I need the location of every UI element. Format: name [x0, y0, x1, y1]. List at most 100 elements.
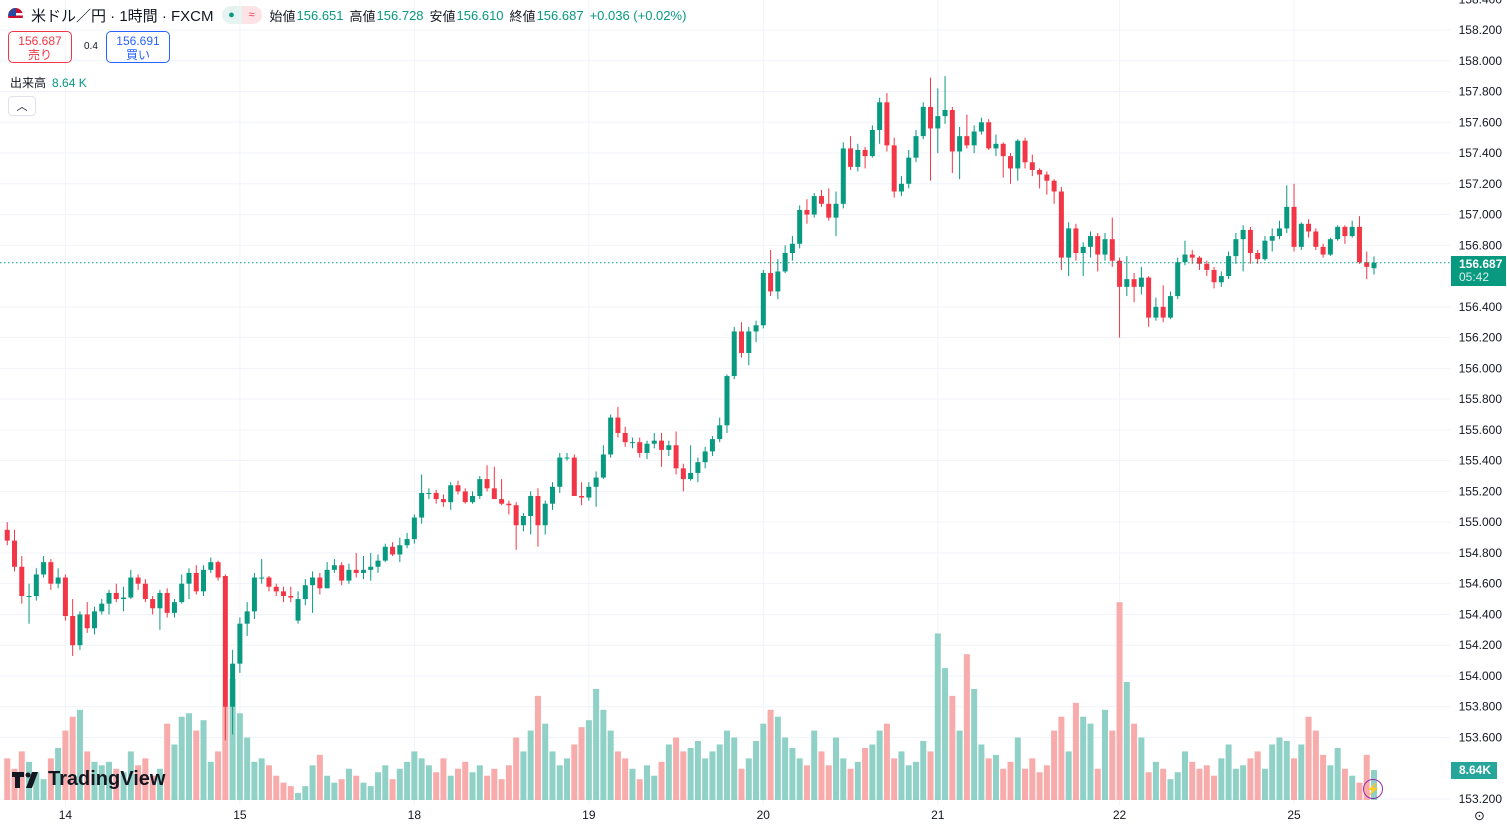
candle	[1117, 257, 1123, 338]
candle	[608, 414, 614, 458]
candle	[768, 249, 774, 297]
volume-bar	[629, 768, 636, 800]
volume-bar	[578, 727, 585, 800]
candle	[339, 562, 345, 586]
price-tick-label: 157.200	[1459, 177, 1503, 191]
volume-bar	[1225, 744, 1232, 800]
volume-bar	[200, 720, 207, 800]
price-tick-label: 157.600	[1459, 115, 1503, 129]
candle	[390, 542, 396, 556]
candle	[1015, 139, 1021, 181]
candle	[1008, 153, 1013, 184]
volume-bar	[658, 761, 665, 800]
time-tick-label: 18	[408, 808, 422, 822]
volume-bar	[1043, 765, 1050, 800]
candle-body	[797, 209, 803, 244]
volume-bar	[389, 779, 396, 800]
volume-bar	[782, 737, 789, 800]
candle-body	[164, 592, 170, 613]
candle-body	[470, 496, 476, 503]
volume-bar	[556, 765, 563, 800]
candle	[266, 575, 272, 592]
candle-body	[375, 560, 381, 567]
candle-body	[84, 614, 90, 629]
candle	[455, 480, 461, 495]
candle-body	[499, 499, 505, 504]
volume-bar	[912, 761, 919, 800]
sell-button[interactable]: 156.687 売り	[8, 31, 72, 63]
price-axis[interactable]: 158.400 158.200 158.000 157.800 157.600 157.4…	[1459, 0, 1503, 806]
candle	[884, 93, 890, 152]
price-tick-label: 154.600	[1459, 577, 1503, 591]
candle	[477, 476, 483, 500]
candle	[920, 102, 926, 140]
volume-bar	[55, 747, 62, 800]
settings-icon[interactable]: ⊙	[1474, 808, 1485, 823]
candle	[513, 502, 519, 550]
volume-bar	[833, 737, 840, 800]
volume-bar	[898, 751, 905, 800]
candle-body	[680, 468, 686, 480]
volume-bar	[404, 761, 411, 800]
candle-body	[1255, 253, 1261, 260]
volume-bar	[1276, 737, 1283, 800]
candle-body	[666, 445, 672, 450]
candle	[702, 446, 708, 469]
candle	[826, 188, 832, 221]
candle	[1269, 228, 1275, 252]
candle-body	[826, 203, 832, 218]
market-status[interactable]: ● ≈	[221, 6, 262, 24]
volume-bar	[753, 741, 760, 800]
candles	[4, 76, 1377, 741]
price-tick-label: 158.400	[1459, 0, 1503, 6]
candle-body	[1342, 226, 1348, 237]
candle-body	[128, 577, 134, 598]
candle-body	[1320, 246, 1326, 255]
candle	[797, 205, 803, 249]
candle	[833, 191, 839, 237]
volume-bar	[549, 751, 556, 800]
price-tick-label: 156.000	[1459, 361, 1503, 375]
lightning-icon[interactable]: ⚡	[1363, 779, 1383, 799]
candle	[1182, 240, 1188, 266]
volume-bar	[295, 793, 302, 800]
volume-bar	[636, 779, 643, 800]
volume-bar	[513, 737, 520, 800]
volume-bar	[1087, 723, 1094, 800]
candle-body	[789, 243, 795, 254]
price-tick-label: 156.200	[1459, 331, 1503, 345]
collapse-legend-button[interactable]: ︿	[8, 96, 36, 116]
candle-body	[360, 569, 366, 573]
volume-bar	[1269, 744, 1276, 800]
candle	[1247, 226, 1253, 264]
candle	[404, 532, 410, 549]
tradingview-logo[interactable]: TradingView	[12, 768, 165, 791]
candle	[346, 563, 352, 584]
candle-body	[659, 440, 665, 450]
buy-button[interactable]: 156.691 買い	[106, 31, 170, 63]
candle-body	[637, 442, 643, 453]
volume-bar	[69, 716, 76, 800]
candle	[775, 259, 781, 300]
volume-bar	[265, 765, 272, 800]
volume-bar	[1341, 768, 1348, 800]
candle	[1197, 256, 1203, 270]
time-axis[interactable]: 14 15 18 19 20 21 22 25	[59, 808, 1301, 822]
open-value: 156.651	[296, 7, 344, 23]
volume-legend[interactable]: 出来高 8.64 K	[10, 74, 87, 91]
volume-bar	[709, 751, 716, 800]
volume-bar	[251, 761, 258, 800]
price-tick-label: 156.800	[1459, 238, 1503, 252]
candle-body	[688, 472, 694, 480]
chevron-up-icon: ︿	[16, 101, 28, 113]
candle	[1051, 179, 1057, 204]
last-price: 156.687	[1459, 257, 1503, 271]
candle-body	[484, 479, 490, 489]
symbol-title[interactable]: 米ドル／円 · 1時間 · FXCM	[31, 7, 214, 25]
candle-body	[1211, 269, 1217, 283]
volume-bar	[702, 758, 709, 800]
candle	[1073, 223, 1079, 261]
candle	[426, 488, 432, 500]
low-value: 156.610	[456, 7, 504, 23]
